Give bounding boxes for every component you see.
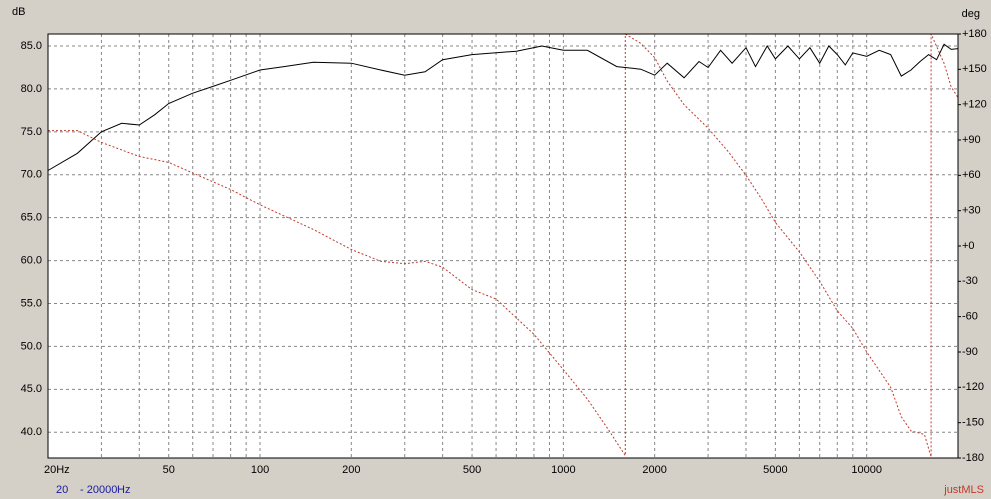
y-tick-label: 50.0 [21,340,42,352]
y2-axis-label: deg [962,8,980,20]
y-tick-label: 45.0 [21,383,42,395]
brand: justMLS [943,484,984,496]
x-tick-label: 20Hz [44,464,70,476]
x-tick-label: 10000 [851,464,882,476]
x-tick-label: 1000 [551,464,575,476]
y-tick-label: 80.0 [21,83,42,95]
series-line [48,33,959,458]
x-tick-label: 50 [163,464,175,476]
plot-area [47,33,959,459]
x-tick-label: 2000 [642,464,666,476]
y-tick-label: 40.0 [21,426,42,438]
y2-tick-label: -180 [962,452,984,464]
y-tick-label: 55.0 [21,297,42,309]
x-tick-label: 5000 [763,464,787,476]
x-tick-label: 200 [342,464,360,476]
y-tick-label: 85.0 [21,40,42,52]
x-tick-label: 500 [463,464,481,476]
y2-tick-label: +60 [962,169,981,181]
footer-unit: Hz [117,484,130,496]
y2-tick-label: +180 [962,28,987,40]
x-tick-label: 100 [251,464,269,476]
plot-border [47,33,959,459]
series-line [47,43,959,171]
y2-tick-label: +90 [962,134,981,146]
y2-tick-label: -120 [962,381,984,393]
footer-end: - 20000 [80,484,117,496]
y2-tick-label: -90 [962,346,978,358]
y2-tick-label: +0 [962,240,975,252]
y2-tick-label: -60 [962,311,978,323]
footer-start: 20 [56,484,68,496]
y-tick-label: 70.0 [21,169,42,181]
y-axis-label: dB [12,6,25,18]
y2-tick-label: +150 [962,63,987,75]
y-tick-label: 75.0 [21,126,42,138]
y2-tick-label: -30 [962,275,978,287]
y-tick-label: 65.0 [21,212,42,224]
y2-tick-label: -150 [962,417,984,429]
y2-tick-label: +120 [962,99,987,111]
y2-tick-label: +30 [962,205,981,217]
y-tick-label: 60.0 [21,254,42,266]
